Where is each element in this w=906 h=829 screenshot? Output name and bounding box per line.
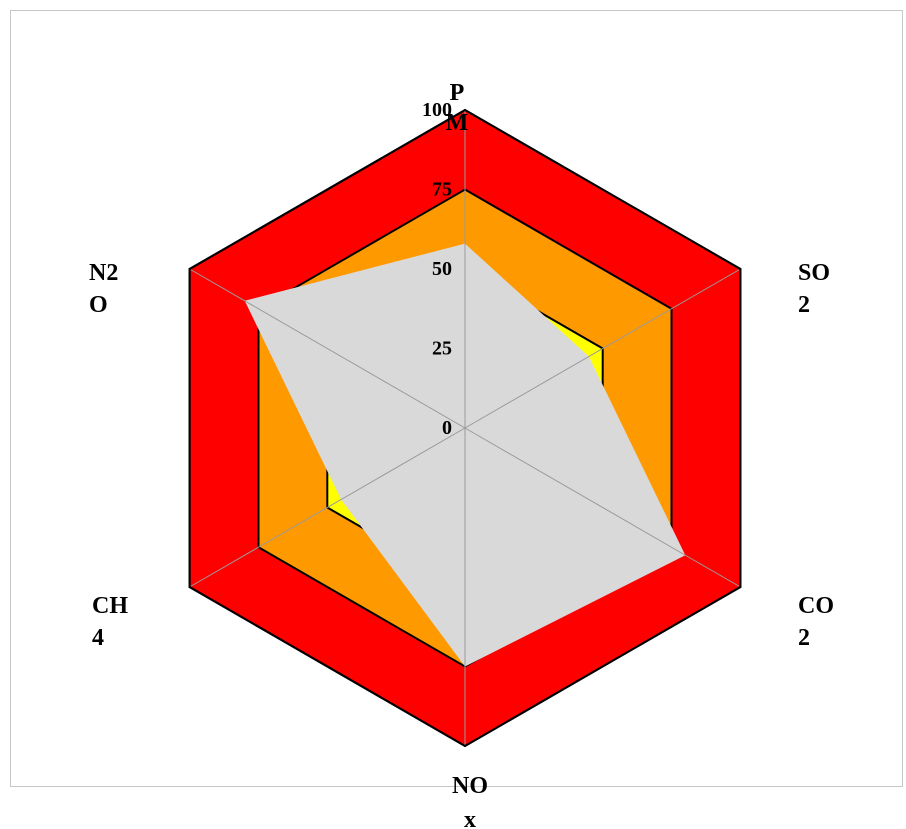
axis-label-line: N2 (89, 260, 118, 286)
axis-label-nox: NO x (452, 773, 488, 829)
axis-label-line: 2 (798, 292, 810, 318)
axis-label-line: M (446, 110, 469, 136)
axis-label-line: O (89, 292, 108, 318)
axis-label-line: P (450, 80, 465, 106)
spoke-ch4 (189, 427, 466, 588)
axis-label-ch4: CH 4 (92, 593, 128, 651)
axis-label-so2: SO 2 (798, 260, 830, 318)
tick-label-50: 50 (432, 258, 452, 280)
tick-label-0: 0 (442, 417, 452, 439)
spoke-so2 (464, 268, 741, 429)
axis-label-co2: CO 2 (798, 593, 834, 651)
axis-label-line: SO (798, 260, 830, 286)
tick-label-25: 25 (432, 338, 452, 360)
axis-label-line: 4 (92, 625, 104, 651)
axis-label-line: 2 (798, 625, 810, 651)
axis-label-line: x (464, 807, 476, 829)
spoke-n2o (189, 268, 466, 429)
axis-label-line: CO (798, 593, 834, 619)
axis-label-n2o: N2 O (89, 260, 118, 318)
spoke-co2 (464, 427, 741, 588)
tick-label-75: 75 (432, 179, 452, 201)
tick-label-100: 100 (422, 99, 452, 121)
axis-label-line: NO (452, 773, 488, 799)
axis-label-line: CH (92, 593, 128, 619)
outer-outline (188, 108, 742, 748)
